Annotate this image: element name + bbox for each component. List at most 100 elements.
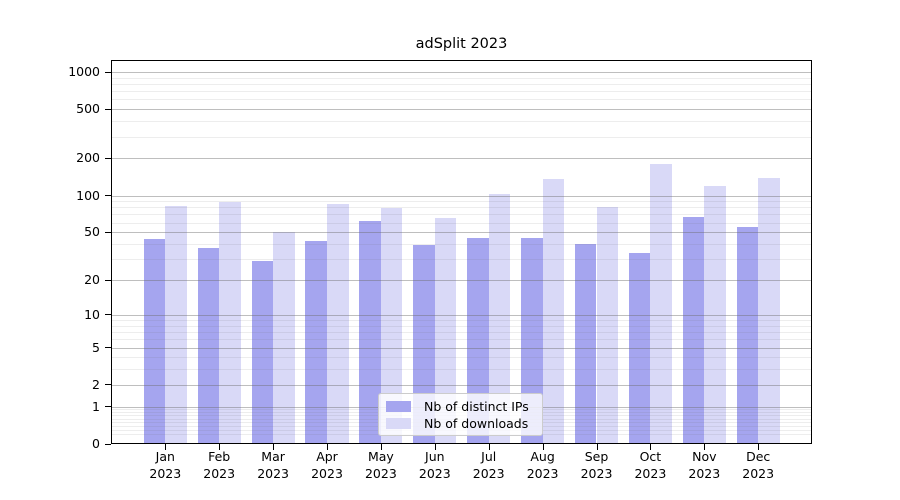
- minor-gridline: [111, 222, 812, 224]
- minor-gridline: [111, 136, 812, 138]
- y-tick-mark: [105, 406, 111, 408]
- y-tick-label: 1: [92, 398, 100, 414]
- major-gridline: [111, 384, 812, 386]
- bar-distinct-ips: [467, 237, 489, 444]
- y-tick-label: 5: [92, 339, 100, 355]
- y-tick-label: 20: [84, 272, 100, 288]
- bar-downloads: [758, 177, 780, 444]
- x-tick-mark: [327, 444, 328, 450]
- x-tick-label: Feb 2023: [203, 449, 236, 481]
- bar-distinct-ips: [359, 220, 381, 444]
- minor-gridline: [111, 357, 812, 359]
- bar-distinct-ips: [251, 260, 274, 444]
- y-tick-label: 100: [76, 187, 100, 203]
- x-tick-mark: [758, 444, 760, 450]
- minor-gridline: [111, 325, 812, 327]
- bar-downloads: [542, 179, 565, 444]
- minor-gridline: [111, 369, 812, 371]
- y-tick-label: 50: [84, 224, 100, 240]
- y-tick-label: 2: [92, 376, 100, 392]
- major-gridline: [111, 232, 812, 234]
- bar-distinct-ips: [574, 244, 597, 444]
- x-tick-label: Sep 2023: [580, 449, 613, 481]
- major-gridline: [111, 109, 812, 111]
- minor-gridline: [111, 244, 812, 246]
- x-tick-label: Aug 2023: [526, 449, 559, 481]
- major-gridline: [111, 280, 812, 282]
- major-gridline: [111, 347, 812, 349]
- bar-distinct-ips: [628, 252, 651, 444]
- bar-distinct-ips: [143, 239, 166, 444]
- bar-downloads: [488, 194, 511, 444]
- y-tick-label: 500: [76, 101, 100, 117]
- bar-downloads: [219, 202, 241, 444]
- minor-gridline: [111, 201, 812, 203]
- minor-gridline: [111, 320, 812, 322]
- bar-distinct-ips: [197, 248, 220, 444]
- x-tick-mark: [650, 444, 652, 450]
- minor-gridline: [111, 99, 812, 101]
- minor-gridline: [111, 332, 812, 334]
- grid-layer: [111, 60, 812, 444]
- legend: Nb of distinct IPs Nb of downloads: [378, 393, 543, 436]
- major-gridline: [111, 72, 812, 73]
- bar-distinct-ips: [736, 227, 759, 444]
- minor-gridline: [111, 214, 812, 216]
- y-tick-label: 0: [92, 436, 100, 451]
- y-tick-mark: [105, 195, 111, 196]
- y-tick-label: 200: [76, 150, 100, 166]
- major-gridline: [111, 195, 812, 197]
- x-tick-mark: [165, 444, 167, 450]
- x-tick-label: Jul 2023: [472, 449, 505, 481]
- y-tick-mark: [105, 71, 111, 73]
- minor-gridline: [111, 91, 812, 93]
- y-tick-mark: [105, 231, 111, 233]
- minor-gridline: [111, 121, 812, 123]
- minor-gridline: [111, 84, 812, 85]
- bars-layer: [111, 60, 812, 444]
- bar-downloads: [327, 204, 349, 444]
- bar-downloads: [596, 207, 619, 444]
- legend-row-distinct-ips: Nb of distinct IPs: [386, 398, 542, 415]
- y-tick-label: 10: [84, 306, 100, 322]
- legend-label-distinct-ips: Nb of distinct IPs: [424, 399, 529, 414]
- y-tick-mark: [105, 157, 111, 159]
- legend-row-downloads: Nb of downloads: [386, 415, 542, 432]
- minor-gridline: [111, 339, 812, 341]
- x-tick-label: Nov 2023: [688, 449, 721, 481]
- y-tick-mark: [105, 347, 111, 349]
- x-tick-label: Apr 2023: [311, 449, 343, 481]
- x-tick-mark: [596, 444, 598, 450]
- y-tick-mark: [105, 279, 111, 281]
- y-tick-label: 1000: [68, 64, 100, 79]
- x-tick-label: Dec 2023: [742, 449, 775, 481]
- y-tick-mark: [105, 443, 111, 445]
- bar-downloads: [704, 185, 726, 444]
- x-tick-label: Mar 2023: [257, 449, 289, 481]
- legend-swatch-downloads: [386, 418, 411, 429]
- x-tick-mark: [219, 444, 221, 450]
- bar-downloads: [380, 208, 403, 444]
- minor-gridline: [111, 77, 812, 79]
- y-tick-mark: [105, 384, 111, 386]
- y-tick-mark: [105, 314, 111, 316]
- bar-distinct-ips: [305, 241, 327, 444]
- plot-area: Nb of distinct IPs Nb of downloads: [111, 60, 812, 444]
- x-tick-label: Jan 2023: [149, 449, 182, 481]
- x-tick-mark: [380, 444, 382, 450]
- x-tick-label: Oct 2023: [634, 449, 667, 481]
- x-tick-label: May 2023: [364, 449, 397, 481]
- x-tick-mark: [542, 444, 544, 450]
- x-tick-mark: [704, 444, 706, 450]
- major-gridline: [111, 158, 812, 160]
- bar-distinct-ips: [521, 237, 543, 444]
- bar-downloads: [434, 217, 457, 444]
- y-tick-mark: [105, 108, 111, 110]
- major-gridline: [111, 314, 812, 316]
- x-tick-label: Jun 2023: [418, 449, 451, 481]
- bar-distinct-ips: [682, 216, 705, 444]
- x-tick-mark: [273, 444, 275, 450]
- minor-gridline: [111, 207, 812, 209]
- legend-label-downloads: Nb of downloads: [424, 416, 529, 431]
